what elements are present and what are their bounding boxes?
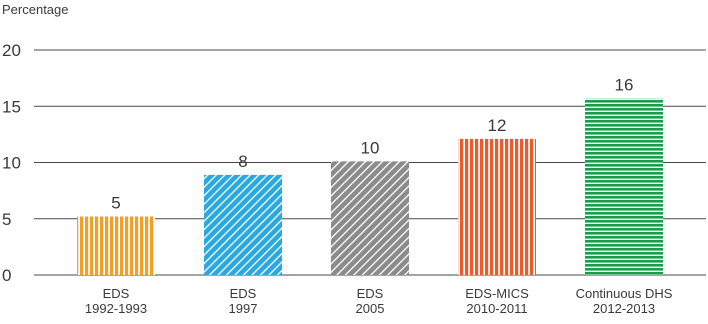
y-tick-label: 15 xyxy=(2,97,21,116)
y-tick-label: 20 xyxy=(2,41,21,60)
data-label: 10 xyxy=(361,138,380,157)
x-tick-label: Continuous DHS xyxy=(576,286,673,301)
bar xyxy=(204,174,282,275)
x-tick-label: EDS xyxy=(357,286,384,301)
x-tick-labels: EDS1992-1993EDS1997EDS2005EDS-MICS2010-2… xyxy=(85,286,673,316)
x-tick-label: 1997 xyxy=(229,301,258,316)
x-tick-label: 2005 xyxy=(356,301,385,316)
x-tick-label: 1992-1993 xyxy=(85,301,147,316)
x-tick-label: EDS xyxy=(103,286,130,301)
bar xyxy=(77,216,155,275)
bar xyxy=(458,138,536,275)
bar xyxy=(331,161,409,275)
x-tick-label: 2012-2013 xyxy=(593,301,655,316)
y-tick-label: 10 xyxy=(2,154,21,173)
bar xyxy=(585,98,663,275)
data-label: 12 xyxy=(488,116,507,135)
y-tick-label: 5 xyxy=(2,210,11,229)
data-label: 8 xyxy=(238,152,247,171)
data-label: 5 xyxy=(111,194,120,213)
data-label: 16 xyxy=(615,75,634,94)
bars xyxy=(77,98,663,275)
x-tick-label: 2010-2011 xyxy=(466,301,527,316)
x-tick-label: EDS-MICS xyxy=(465,286,529,301)
y-axis-label: Percentage xyxy=(2,2,69,17)
x-tick-label: EDS xyxy=(230,286,257,301)
value-labels: 5 8 10 12 16 xyxy=(111,75,633,212)
y-tick-label: 0 xyxy=(2,266,11,285)
